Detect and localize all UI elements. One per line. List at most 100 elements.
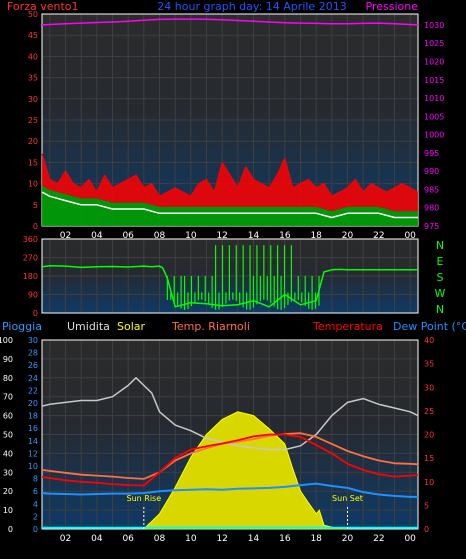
pressure-y-tick-label: 1020	[424, 58, 444, 67]
rain-y-tick-label: 8	[33, 475, 38, 484]
temperature-line	[41, 433, 419, 487]
wind-x-tick-label: 12	[216, 231, 227, 241]
climate-left-y-tick-label: 90	[3, 355, 13, 364]
direction-y-tick-label: 90	[28, 291, 38, 300]
pressure-y-tick-label: 1000	[424, 131, 444, 140]
climate-x-tick-label: 20	[342, 534, 354, 544]
climate-x-tick-label: 02	[60, 534, 71, 544]
dir-label-e: W	[435, 287, 446, 300]
direction-y-tick-label: 0	[33, 309, 38, 318]
wind-x-tick-label: 02	[60, 231, 71, 241]
temp-y-tick-label: 5	[424, 501, 429, 510]
pressure-y-tick-label: 995	[424, 149, 439, 158]
wind-y-tick-label: 10	[28, 180, 38, 189]
direction-y-tick-label: 270	[23, 254, 38, 263]
rain-y-tick-label: 14	[28, 437, 38, 446]
rain-y-tick-label: 20	[28, 399, 38, 408]
direction-panel-frame	[41, 238, 419, 314]
dir-label-n-bottom: N	[436, 303, 444, 316]
legend-pioggia: Pioggia	[2, 320, 42, 333]
pressure-y-tick-label: 1025	[424, 39, 444, 48]
temp-y-tick-label: 10	[424, 478, 434, 487]
wind-y-tick-label: 45	[28, 31, 38, 40]
wind-x-tick-label: 18	[310, 231, 322, 241]
dir-label-s: S	[437, 271, 444, 284]
temp-y-tick-label: 40	[424, 336, 434, 345]
wind-gust-area	[42, 153, 418, 212]
temp-y-tick-label: 35	[424, 360, 434, 369]
climate-left-y-tick-label: 40	[3, 449, 13, 458]
climate-x-tick-label: 14	[248, 534, 260, 544]
climate-x-tick-label: 12	[216, 534, 227, 544]
climate-left-y-tick-label: 60	[3, 412, 13, 421]
wind-y-tick-label: 35	[28, 74, 38, 83]
solar-area	[142, 411, 348, 530]
wind-x-tick-label: 00	[404, 231, 416, 241]
climate-left-y-tick-label: 10	[3, 506, 13, 515]
header-date-title: 24 hour graph day: 14 Aprile 2013	[157, 0, 346, 13]
rain-y-tick-label: 2	[33, 512, 38, 521]
legend-soil-temp: Temp. Riarnoli	[171, 320, 250, 333]
pressure-y-tick-label: 1030	[424, 21, 444, 30]
rain-y-tick-label: 24	[28, 374, 38, 383]
wind-x-tick-label: 22	[373, 231, 384, 241]
pressure-y-tick-label: 1015	[424, 76, 444, 85]
climate-left-y-tick-label: 100	[0, 336, 13, 345]
dew-point-line	[41, 482, 418, 498]
climate-x-tick-label: 18	[310, 534, 322, 544]
climate-x-tick-label: 10	[185, 534, 197, 544]
wind-x-tick-label: 06	[122, 231, 134, 241]
dir-label-w: E	[437, 255, 444, 268]
climate-x-tick-label: 08	[154, 534, 166, 544]
temp-y-tick-label: 30	[424, 383, 434, 392]
header-left-label: Forza vento1	[7, 0, 79, 13]
wind-y-tick-label: 20	[28, 137, 38, 146]
climate-left-y-tick-label: 50	[3, 431, 13, 440]
pressure-y-tick-label: 1010	[424, 94, 444, 103]
direction-y-tick-label: 180	[23, 272, 38, 281]
pressure-y-tick-label: 975	[424, 222, 439, 231]
rain-y-tick-label: 16	[28, 424, 38, 433]
temp-y-tick-label: 15	[424, 454, 434, 463]
wind-y-tick-label: 50	[28, 10, 38, 19]
wind-y-tick-label: 5	[33, 201, 38, 210]
wind-x-tick-label: 14	[248, 231, 260, 241]
climate-left-y-tick-label: 0	[8, 525, 13, 534]
rain-y-tick-label: 18	[28, 412, 38, 421]
wind-gust-line	[41, 153, 419, 197]
wind-y-tick-label: 15	[28, 158, 38, 167]
climate-x-tick-label: 06	[122, 534, 134, 544]
legend-umidita: Umidita	[67, 320, 110, 333]
pressure-y-tick-label: 1005	[424, 112, 444, 121]
climate-x-tick-label: 16	[279, 534, 291, 544]
legend-solar: Solar	[117, 320, 146, 333]
climate-left-y-tick-label: 30	[3, 468, 13, 477]
rain-y-tick-label: 12	[28, 449, 38, 458]
wind-y-tick-label: 40	[28, 52, 38, 61]
rain-y-tick-label: 0	[33, 525, 38, 534]
rain-y-tick-label: 30	[28, 336, 38, 345]
climate-x-tick-label: 22	[373, 534, 384, 544]
rain-y-tick-label: 22	[28, 386, 38, 395]
wind-x-tick-label: 16	[279, 231, 291, 241]
wind-avg-line	[41, 191, 418, 219]
climate-left-y-tick-label: 80	[3, 374, 13, 383]
climate-x-tick-label: 00	[404, 534, 416, 544]
climate-left-y-tick-label: 20	[3, 487, 13, 496]
climate-x-tick-label: 04	[91, 534, 103, 544]
rain-y-tick-label: 4	[33, 500, 38, 509]
sunrise-label: Sun Rise	[127, 494, 162, 503]
pressure-y-tick-label: 985	[424, 185, 439, 194]
rain-y-tick-label: 28	[28, 349, 38, 358]
pressure-y-tick-label: 990	[424, 167, 439, 176]
direction-y-tick-label: 360	[23, 235, 38, 244]
rain-y-tick-label: 6	[33, 487, 38, 496]
header-right-label: Pressione	[366, 0, 419, 13]
legend-temperatura: Temperatura	[312, 320, 383, 333]
wind-x-tick-label: 10	[185, 231, 197, 241]
dir-label-n-top: N	[436, 239, 444, 252]
temp-y-tick-label: 0	[424, 525, 429, 534]
legend-dew-point: Dew Point (°C)	[393, 320, 466, 333]
